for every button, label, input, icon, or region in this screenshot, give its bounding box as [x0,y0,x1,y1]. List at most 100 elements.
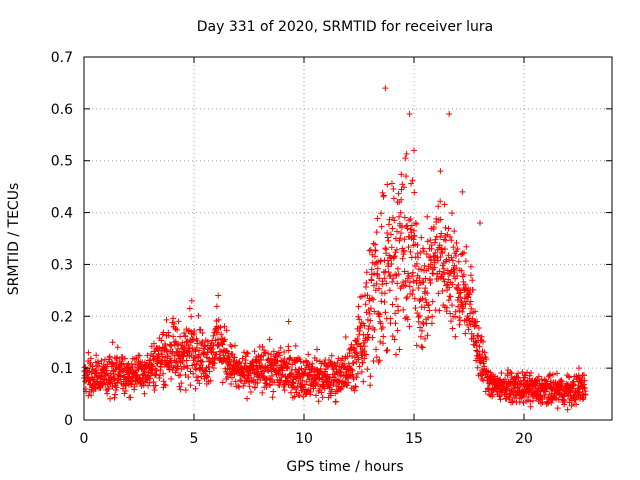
data-point [270,348,277,355]
data-point [128,360,135,367]
data-point [409,287,416,294]
data-point [461,249,468,256]
data-point [175,372,182,379]
data-point [334,359,341,366]
data-point [113,384,120,391]
data-point [117,376,124,383]
data-point [382,309,389,316]
data-point [378,298,385,305]
data-point [380,340,387,347]
data-point [524,369,531,376]
data-point [535,373,542,380]
data-point [453,239,460,246]
data-point [459,188,466,195]
data-point [439,287,446,294]
data-point [456,307,463,314]
data-point [263,383,270,390]
data-point [368,266,375,273]
data-point [474,364,481,371]
data-point [151,386,158,393]
data-point [466,301,473,308]
data-point [418,327,425,334]
data-point [467,298,474,305]
data-point [332,398,339,405]
data-point [285,318,292,325]
data-point [391,253,398,260]
data-point [147,375,154,382]
data-point [448,254,455,261]
data-point [342,334,349,341]
data-point [169,348,176,355]
data-point [178,346,185,353]
axis-ticks: 0 0.1 0.2 0.3 0.4 0.5 0.6 0.7 0 5 10 15 20 [51,50,612,447]
y-tick-label: 0.1 [51,361,73,377]
data-point [207,377,214,384]
data-point [259,343,266,350]
data-point [175,341,182,348]
data-point [163,316,170,323]
data-point [136,352,143,359]
data-point [384,229,391,236]
data-point [194,337,201,344]
data-point [369,334,376,341]
data-point [265,367,272,374]
data-point [287,389,294,396]
data-point [376,357,383,364]
data-point [455,282,462,289]
chart-title: Day 331 of 2020, SRMTID for receiver lur… [197,19,494,35]
data-point [418,266,425,273]
data-point [527,398,534,405]
data-point [188,313,195,320]
data-point [465,294,472,301]
data-point [285,360,292,367]
data-point [292,342,299,349]
data-point [394,280,401,287]
data-point [426,276,433,283]
data-point [376,311,383,318]
data-point [419,344,426,351]
data-point [538,395,545,402]
grid [84,57,612,420]
data-point [246,383,253,390]
data-point [582,391,589,398]
data-point [315,398,322,405]
data-point [462,330,469,337]
data-point [425,314,432,321]
data-point [429,313,436,320]
data-point [385,221,392,228]
data-point [480,338,487,345]
data-point [384,347,391,354]
data-point [168,342,175,349]
data-point [189,362,196,369]
data-point [268,362,275,369]
data-point [266,336,273,343]
data-point [390,195,397,202]
data-point [449,302,456,309]
data-point [413,260,420,267]
data-point [177,371,184,378]
y-tick-label: 0.3 [51,257,73,273]
data-point [437,254,444,261]
data-point [416,312,423,319]
data-point [377,338,384,345]
data-point [202,343,209,350]
data-point [221,323,228,330]
data-point [391,254,398,261]
data-point [581,384,588,391]
data-point [469,286,476,293]
data-point [451,269,458,276]
data-point [370,240,377,247]
x-tick-label: 15 [405,431,423,447]
data-point [112,386,119,393]
data-point [179,358,186,365]
data-point [150,356,157,363]
data-point [394,228,401,235]
data-point [422,296,429,303]
data-point [401,214,408,221]
data-point [360,378,367,385]
data-point [527,403,534,410]
data-point [168,375,175,382]
data-point [98,357,105,364]
data-point [447,318,454,325]
data-point [162,342,169,349]
